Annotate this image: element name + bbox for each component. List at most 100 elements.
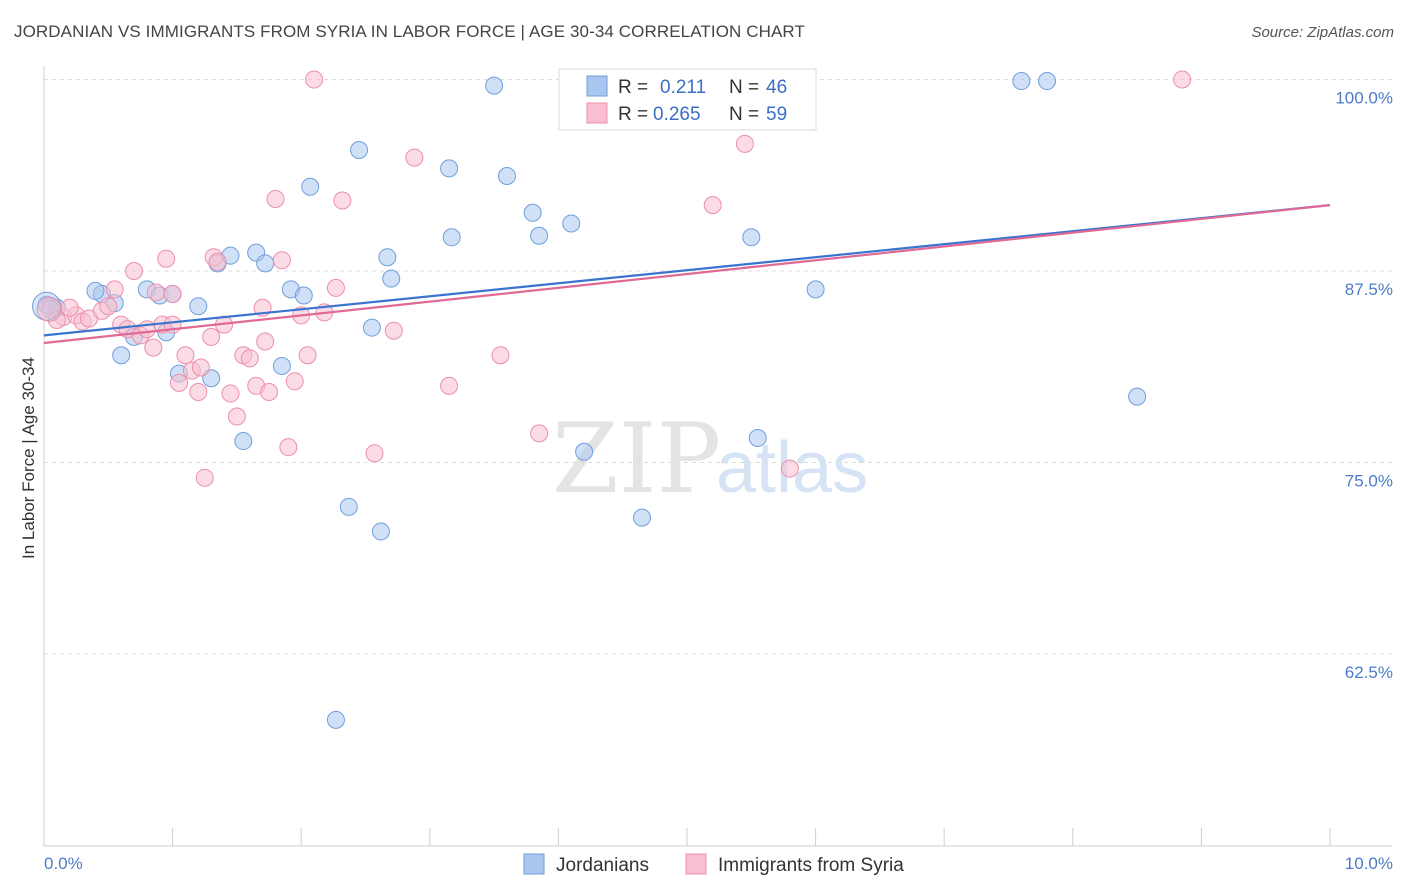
legend-n-label-2: N = bbox=[729, 104, 759, 125]
syria-point bbox=[176, 346, 195, 365]
jordanians-point bbox=[442, 228, 461, 247]
syria-point bbox=[326, 278, 345, 297]
syria-point bbox=[125, 262, 144, 280]
jordanians-point bbox=[362, 318, 381, 337]
syria-trend-line bbox=[43, 204, 1331, 345]
syria-point bbox=[240, 349, 259, 368]
trend-lines bbox=[43, 204, 1331, 345]
syria-point bbox=[384, 321, 403, 340]
jordanians-point bbox=[371, 522, 390, 541]
series-swatch-jordanians bbox=[523, 853, 545, 875]
correlation-legend: R = 0.211 N = 46 R = 0.265 N = 59 bbox=[558, 68, 817, 131]
syria-point bbox=[260, 383, 279, 402]
syria-point bbox=[189, 383, 208, 402]
chart-title: JORDANIAN VS IMMIGRANTS FROM SYRIA IN LA… bbox=[14, 22, 805, 41]
series-legend: Jordanians Immigrants from Syria bbox=[523, 853, 904, 876]
y-tick-label: 100.0% bbox=[1335, 89, 1393, 108]
jordanians-point bbox=[112, 346, 131, 365]
jordanians-point bbox=[440, 159, 459, 178]
legend-swatch-jordanians bbox=[586, 75, 608, 97]
jordanians-point bbox=[632, 508, 651, 527]
jordanians-point bbox=[339, 497, 358, 516]
syria-point bbox=[530, 424, 549, 443]
syria-point bbox=[440, 376, 459, 395]
x-tick-label: 10.0% bbox=[1345, 854, 1393, 873]
syria-point bbox=[170, 373, 189, 392]
jordanians-point bbox=[562, 214, 581, 233]
jordanians-point bbox=[485, 76, 504, 95]
syria-point bbox=[191, 358, 210, 377]
syria-point bbox=[780, 459, 799, 478]
x-tick-label: 0.0% bbox=[44, 854, 83, 873]
syria-point bbox=[266, 189, 285, 208]
syria-point bbox=[365, 444, 384, 463]
syria-point bbox=[60, 298, 79, 317]
legend-r-label-2: R = bbox=[618, 104, 648, 125]
syria-point bbox=[195, 468, 214, 487]
syria-point bbox=[163, 284, 182, 303]
syria-point bbox=[144, 338, 163, 357]
jordanians-point bbox=[234, 432, 253, 451]
series-label-syria: Immigrants from Syria bbox=[718, 855, 904, 876]
legend-n-label-1: N = bbox=[729, 77, 759, 98]
jordanians-point bbox=[1128, 387, 1147, 406]
legend-r-label-1: R = bbox=[618, 77, 648, 98]
syria-point bbox=[735, 134, 754, 153]
jordanians-point bbox=[189, 297, 208, 316]
axes bbox=[43, 66, 1392, 847]
jordanians-point bbox=[806, 280, 825, 299]
syria-point bbox=[36, 296, 62, 322]
syria-point bbox=[105, 280, 124, 299]
y-axis-label: In Labor Force | Age 30-34 bbox=[19, 357, 38, 559]
watermark-zip: ZIP bbox=[552, 403, 721, 515]
jordanians-point bbox=[350, 140, 369, 159]
jordanians-point bbox=[530, 226, 549, 245]
syria-point bbox=[1173, 70, 1192, 89]
y-tick-label: 75.0% bbox=[1345, 472, 1393, 491]
jordanians-point bbox=[86, 281, 105, 300]
source-label: Source: ZipAtlas.com bbox=[1251, 24, 1394, 41]
syria-point bbox=[99, 297, 118, 316]
jordanians-point bbox=[523, 203, 542, 222]
jordanians-point bbox=[1038, 72, 1057, 91]
syria-point bbox=[703, 196, 722, 215]
syria-point bbox=[146, 283, 165, 302]
gridlines bbox=[44, 79, 1392, 655]
jordanians-point bbox=[748, 428, 767, 447]
syria-point bbox=[405, 148, 424, 167]
jordanians-point bbox=[378, 248, 397, 267]
syria-point bbox=[491, 346, 510, 365]
jordanians-trend-line bbox=[43, 204, 1331, 337]
syria-point bbox=[279, 438, 298, 457]
legend-n-value-2: 59 bbox=[766, 104, 787, 125]
y-tick-label: 62.5% bbox=[1345, 663, 1393, 682]
syria-point bbox=[208, 252, 227, 271]
legend-swatch-syria bbox=[586, 102, 608, 124]
syria-point bbox=[285, 372, 304, 391]
jordanians-point bbox=[272, 356, 291, 375]
syria-point bbox=[256, 332, 275, 351]
data-points bbox=[32, 70, 1192, 729]
y-tick-label: 87.5% bbox=[1345, 280, 1393, 299]
legend-r-value-2: 0.265 bbox=[653, 104, 701, 125]
syria-point bbox=[305, 70, 324, 89]
syria-point bbox=[272, 251, 291, 270]
jordanians-point bbox=[256, 254, 275, 273]
syria-point bbox=[221, 384, 240, 403]
syria-point bbox=[227, 407, 246, 426]
jordanians-point bbox=[1012, 72, 1031, 91]
jordanians-point bbox=[301, 177, 320, 196]
legend-n-value-1: 46 bbox=[766, 77, 787, 98]
jordanians-point bbox=[382, 269, 401, 288]
legend-r-value-1: 0.211 bbox=[660, 77, 706, 98]
jordanians-point bbox=[326, 710, 345, 729]
syria-point bbox=[298, 346, 317, 365]
syria-point bbox=[202, 327, 221, 346]
syria-point bbox=[333, 191, 352, 210]
jordanians-point bbox=[575, 442, 594, 461]
jordanians-point bbox=[294, 286, 313, 305]
jordanians-point bbox=[497, 167, 516, 186]
tick-labels: 62.5% 75.0% 87.5% 100.0% 0.0% 10.0% bbox=[44, 89, 1393, 874]
syria-point bbox=[157, 249, 176, 268]
